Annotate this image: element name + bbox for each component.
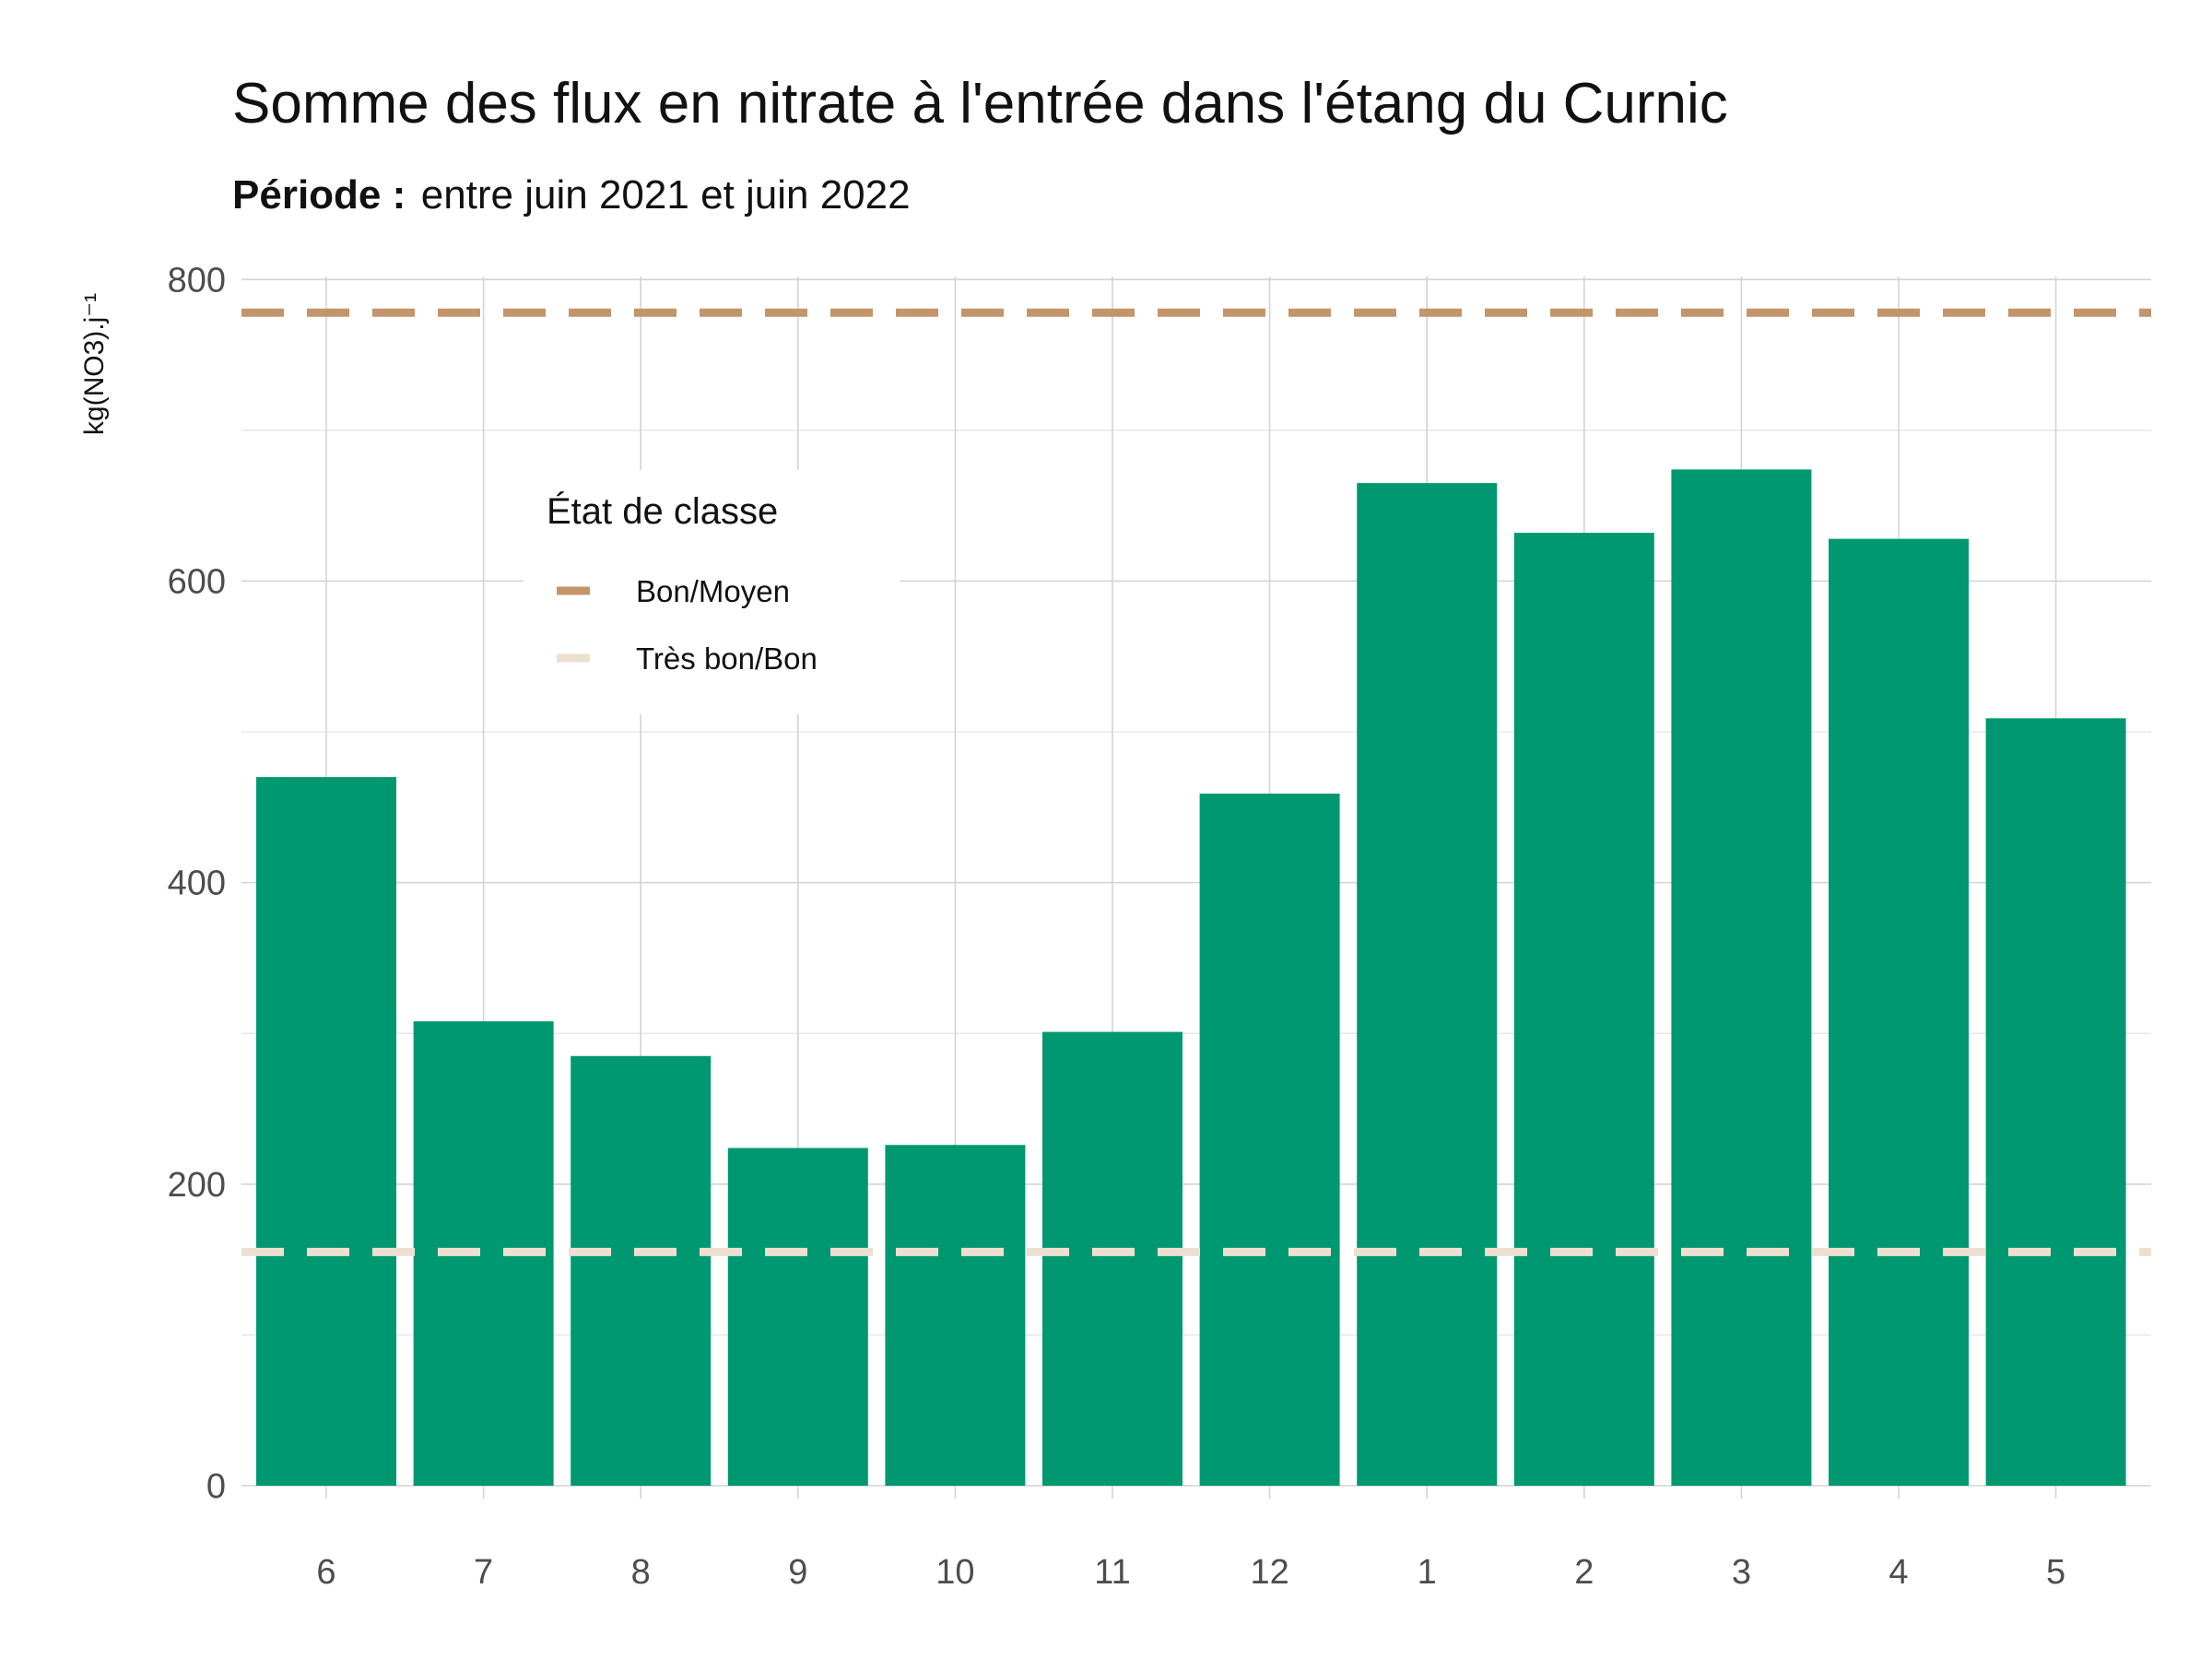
x-tick-label: 5 xyxy=(2046,1553,2065,1592)
x-tick-label: 8 xyxy=(631,1553,651,1592)
x-tick-label: 11 xyxy=(1094,1553,1130,1592)
bar-8 xyxy=(571,1055,712,1486)
x-tick-label: 1 xyxy=(1418,1553,1437,1592)
y-tick-label: 200 xyxy=(168,1166,226,1205)
x-tick-label: 10 xyxy=(935,1553,974,1592)
chart-title: Somme des flux en nitrate à l'entrée dan… xyxy=(232,72,1728,135)
legend-label: Très bon/Bon xyxy=(636,641,818,676)
bar-6 xyxy=(256,777,396,1486)
threshold-lines xyxy=(241,308,2151,1256)
y-tick-label: 400 xyxy=(168,865,226,903)
bars xyxy=(256,469,2126,1487)
x-tick-label: 6 xyxy=(316,1553,335,1592)
y-tick-labels: 0 200 400 600 800 xyxy=(168,261,226,1506)
bar-10 xyxy=(885,1145,1026,1486)
bar-3 xyxy=(1671,469,1812,1487)
x-tick-label: 3 xyxy=(1732,1553,1751,1592)
x-tick-label: 7 xyxy=(474,1553,493,1592)
x-tick-label: 9 xyxy=(788,1553,807,1592)
bar-1 xyxy=(1357,483,1498,1487)
legend-items: Bon/Moyen Très bon/Bon xyxy=(557,574,818,676)
bar-9 xyxy=(727,1147,868,1486)
bar-12 xyxy=(1199,794,1340,1486)
x-tick-label: 4 xyxy=(1888,1553,1908,1592)
chart-subtitle: Période : entre juin 2021 et juin 2022 xyxy=(232,172,911,218)
bar-4 xyxy=(1829,538,1969,1486)
x-tick-label: 12 xyxy=(1250,1553,1288,1592)
bar-11 xyxy=(1042,1031,1182,1486)
x-tick-label: 2 xyxy=(1574,1553,1594,1592)
bar-2 xyxy=(1513,533,1654,1486)
legend: État de classe Bon/Moyen Très bon/Bon xyxy=(524,470,900,714)
y-tick-label: 800 xyxy=(168,261,226,300)
bar-5 xyxy=(1985,718,2126,1486)
subtitle-bold: Période : xyxy=(232,172,406,218)
legend-label: Bon/Moyen xyxy=(636,574,790,608)
x-tick-labels: 6 7 8 9 10 11 12 1 2 3 4 5 xyxy=(316,1553,2065,1592)
y-tick-label: 600 xyxy=(168,562,226,601)
y-axis-label: kg(NO3).j⁻¹ xyxy=(79,293,110,435)
legend-title: État de classe xyxy=(547,490,778,532)
subtitle-rest: entre juin 2021 et juin 2022 xyxy=(421,172,911,218)
y-tick-label: 0 xyxy=(206,1467,226,1506)
